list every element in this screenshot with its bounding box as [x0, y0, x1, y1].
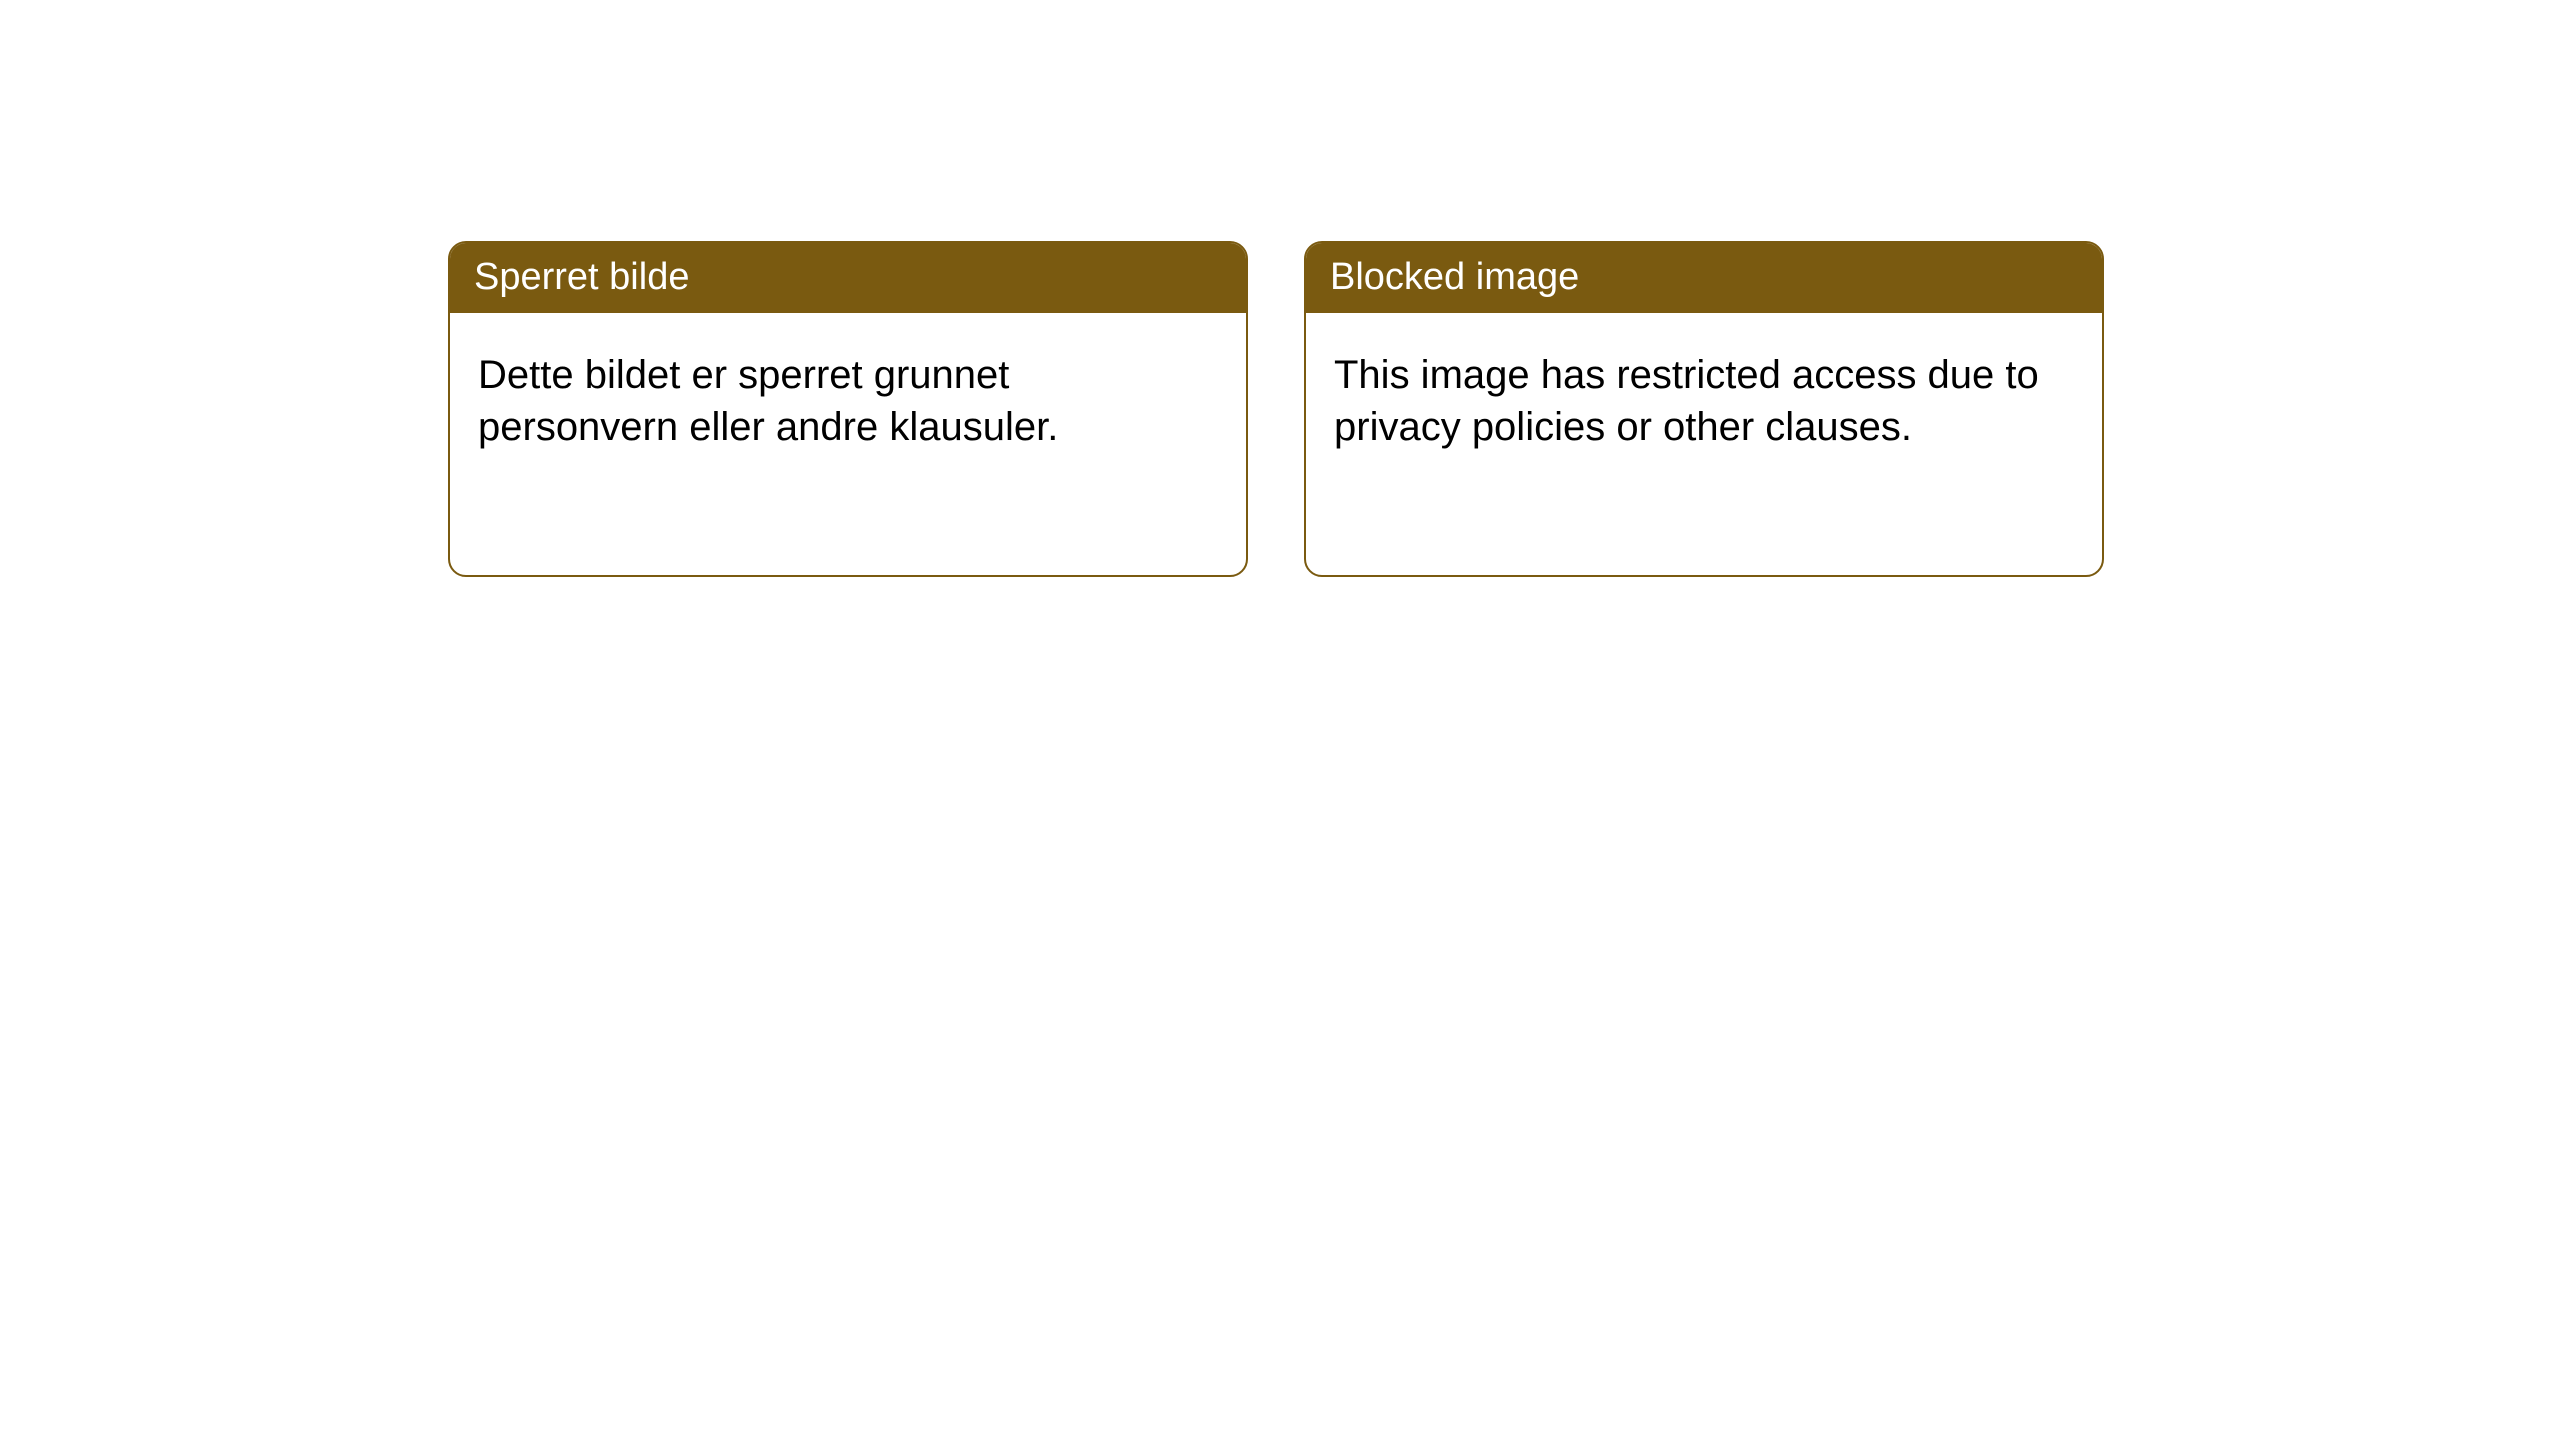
notice-card-english: Blocked image This image has restricted … — [1304, 241, 2104, 577]
notice-body-english: This image has restricted access due to … — [1306, 313, 2102, 489]
notice-body-norwegian: Dette bildet er sperret grunnet personve… — [450, 313, 1246, 489]
notice-title-english: Blocked image — [1306, 243, 2102, 313]
notice-title-norwegian: Sperret bilde — [450, 243, 1246, 313]
notice-card-norwegian: Sperret bilde Dette bildet er sperret gr… — [448, 241, 1248, 577]
notice-container: Sperret bilde Dette bildet er sperret gr… — [0, 0, 2560, 577]
